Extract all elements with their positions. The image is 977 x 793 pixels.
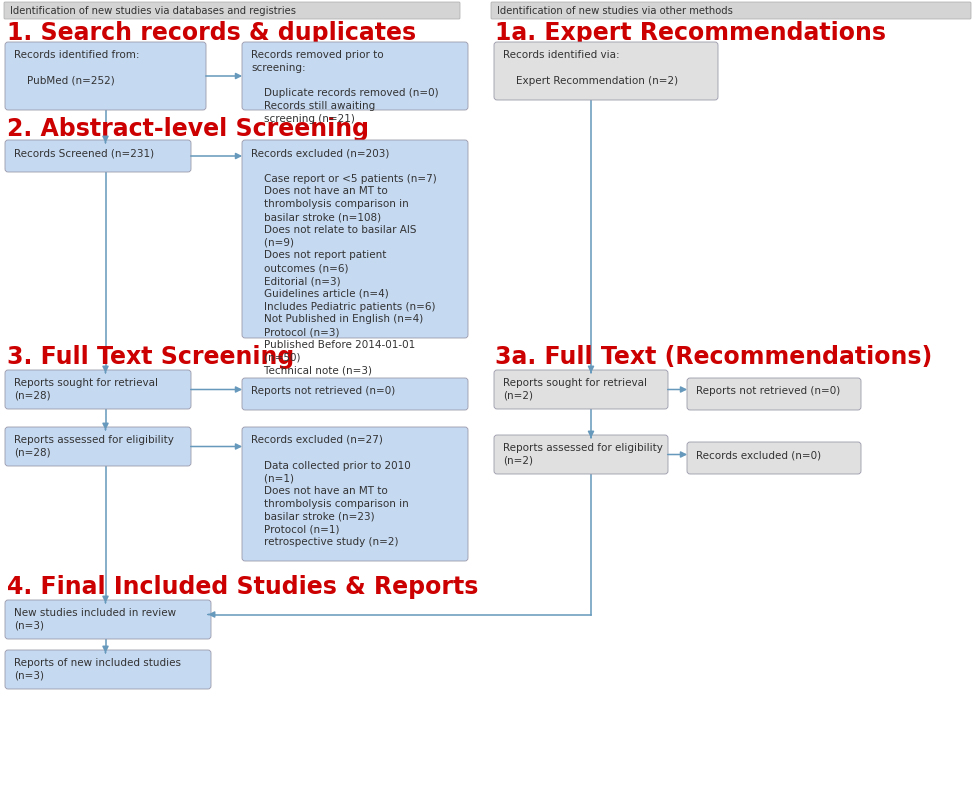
Text: Records excluded (n=0): Records excluded (n=0) — [696, 450, 821, 460]
FancyBboxPatch shape — [5, 42, 206, 110]
Text: Reports not retrieved (n=0): Reports not retrieved (n=0) — [696, 386, 840, 396]
FancyBboxPatch shape — [5, 427, 191, 466]
Text: 2. Abstract-level Screening: 2. Abstract-level Screening — [7, 117, 369, 141]
Text: Records excluded (n=203)

    Case report or <5 patients (n=7)
    Does not have: Records excluded (n=203) Case report or … — [251, 148, 437, 376]
Text: Records Screened (n=231): Records Screened (n=231) — [14, 148, 154, 158]
FancyBboxPatch shape — [687, 442, 861, 474]
Text: Records removed prior to
screening:

    Duplicate records removed (n=0)
    Rec: Records removed prior to screening: Dupl… — [251, 50, 439, 124]
Text: Reports sought for retrieval
(n=2): Reports sought for retrieval (n=2) — [503, 378, 647, 400]
FancyBboxPatch shape — [494, 435, 668, 474]
FancyBboxPatch shape — [687, 378, 861, 410]
Text: New studies included in review
(n=3): New studies included in review (n=3) — [14, 608, 176, 630]
FancyBboxPatch shape — [494, 42, 718, 100]
Text: Records identified via:

    Expert Recommendation (n=2): Records identified via: Expert Recommend… — [503, 50, 678, 86]
FancyBboxPatch shape — [242, 42, 468, 110]
FancyBboxPatch shape — [242, 140, 468, 338]
FancyBboxPatch shape — [5, 140, 191, 172]
Text: 1. Search records & duplicates: 1. Search records & duplicates — [7, 21, 416, 45]
Text: Identification of new studies via other methods: Identification of new studies via other … — [497, 6, 733, 16]
Text: 3a. Full Text (Recommendations): 3a. Full Text (Recommendations) — [495, 345, 932, 369]
Text: Reports of new included studies
(n=3): Reports of new included studies (n=3) — [14, 658, 181, 681]
FancyBboxPatch shape — [494, 370, 668, 409]
FancyBboxPatch shape — [5, 370, 191, 409]
FancyBboxPatch shape — [5, 650, 211, 689]
FancyBboxPatch shape — [491, 2, 971, 19]
Text: Records identified from:

    PubMed (n=252): Records identified from: PubMed (n=252) — [14, 50, 140, 86]
Text: 1a. Expert Recommendations: 1a. Expert Recommendations — [495, 21, 886, 45]
FancyBboxPatch shape — [4, 2, 460, 19]
FancyBboxPatch shape — [242, 378, 468, 410]
Text: Identification of new studies via databases and registries: Identification of new studies via databa… — [10, 6, 296, 16]
FancyBboxPatch shape — [5, 600, 211, 639]
Text: Reports not retrieved (n=0): Reports not retrieved (n=0) — [251, 386, 396, 396]
Text: 3. Full Text Screening: 3. Full Text Screening — [7, 345, 294, 369]
Text: Reports assessed for eligibility
(n=28): Reports assessed for eligibility (n=28) — [14, 435, 174, 458]
FancyBboxPatch shape — [242, 427, 468, 561]
Text: 4. Final Included Studies & Reports: 4. Final Included Studies & Reports — [7, 575, 479, 599]
Text: Reports sought for retrieval
(n=28): Reports sought for retrieval (n=28) — [14, 378, 158, 400]
Text: Records excluded (n=27)

    Data collected prior to 2010
    (n=1)
    Does not: Records excluded (n=27) Data collected p… — [251, 435, 410, 547]
Text: Reports assessed for eligibility
(n=2): Reports assessed for eligibility (n=2) — [503, 443, 662, 465]
